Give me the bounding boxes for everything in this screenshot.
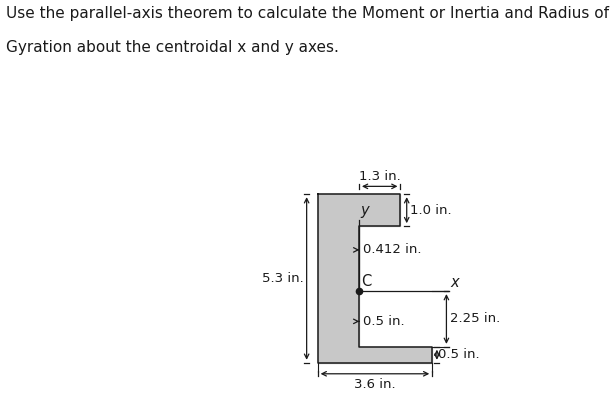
Text: 1.0 in.: 1.0 in. xyxy=(410,204,451,217)
Text: 2.25 in.: 2.25 in. xyxy=(450,313,501,326)
Text: C: C xyxy=(361,274,371,289)
Text: 0.5 in.: 0.5 in. xyxy=(438,348,480,361)
Polygon shape xyxy=(318,194,432,363)
Text: Use the parallel-axis theorem to calculate the Moment or Inertia and Radius of: Use the parallel-axis theorem to calcula… xyxy=(6,6,609,21)
Text: 3.6 in.: 3.6 in. xyxy=(354,378,396,391)
Text: 1.3 in.: 1.3 in. xyxy=(359,170,400,183)
Text: y: y xyxy=(360,203,369,218)
Text: Gyration about the centroidal x and y axes.: Gyration about the centroidal x and y ax… xyxy=(6,40,339,55)
Text: 5.3 in.: 5.3 in. xyxy=(262,272,303,285)
Text: 0.412 in.: 0.412 in. xyxy=(363,243,422,256)
Text: x: x xyxy=(450,275,459,290)
Text: 0.5 in.: 0.5 in. xyxy=(363,315,405,328)
